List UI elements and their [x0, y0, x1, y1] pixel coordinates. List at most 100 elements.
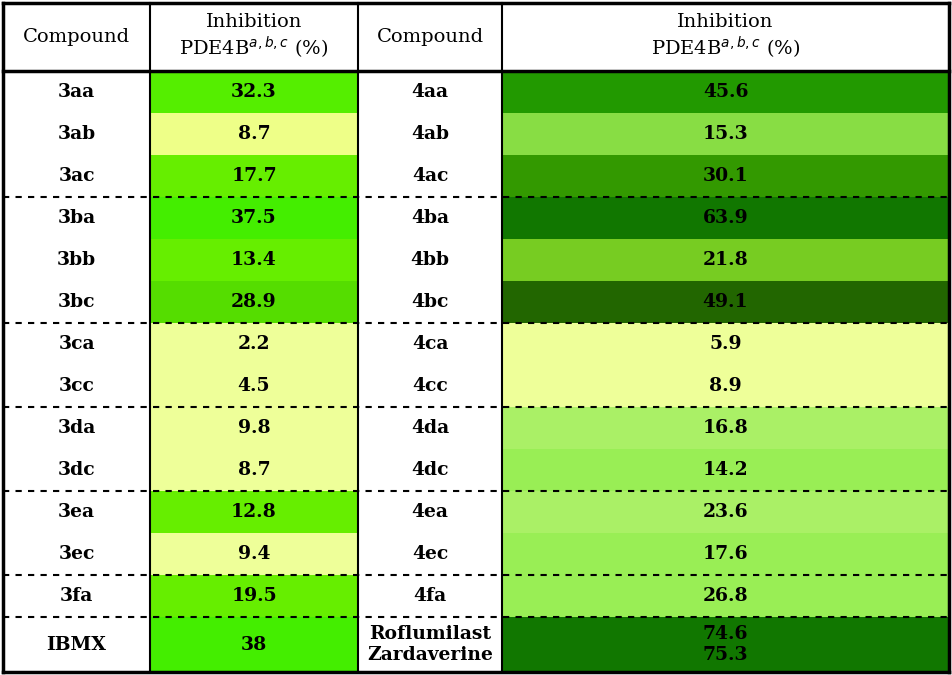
Text: 4cc: 4cc	[412, 377, 447, 395]
Bar	[502, 71, 949, 113]
Text: 3ec: 3ec	[58, 545, 94, 563]
Text: 45.6: 45.6	[703, 83, 748, 101]
Bar	[150, 365, 358, 407]
Text: Compound: Compound	[23, 28, 130, 46]
Bar	[358, 281, 502, 323]
Text: 3fa: 3fa	[60, 587, 93, 605]
Text: 3dc: 3dc	[58, 461, 95, 479]
Bar	[502, 365, 949, 407]
Text: 21.8: 21.8	[703, 251, 748, 269]
Bar	[502, 533, 949, 575]
Text: 3aa: 3aa	[58, 83, 95, 101]
Text: IBMX: IBMX	[47, 635, 107, 653]
Bar	[3, 617, 150, 672]
Text: 4aa: 4aa	[411, 83, 448, 101]
Bar	[502, 197, 949, 239]
Text: Roflumilast
Zardaverine: Roflumilast Zardaverine	[367, 625, 493, 664]
Text: 4dc: 4dc	[411, 461, 448, 479]
Text: 4ca: 4ca	[412, 335, 448, 353]
Bar	[358, 407, 502, 449]
Text: 3da: 3da	[57, 419, 95, 437]
Bar	[3, 533, 150, 575]
Text: 4ec: 4ec	[412, 545, 448, 563]
Text: 8.7: 8.7	[238, 125, 270, 143]
Text: 32.3: 32.3	[231, 83, 277, 101]
Text: 23.6: 23.6	[703, 503, 748, 521]
Bar	[502, 281, 949, 323]
Bar	[358, 365, 502, 407]
Text: 3ab: 3ab	[57, 125, 95, 143]
Text: 8.9: 8.9	[709, 377, 742, 395]
Text: 30.1: 30.1	[703, 167, 748, 185]
Text: 3ba: 3ba	[57, 209, 95, 227]
Text: 4bb: 4bb	[410, 251, 449, 269]
Bar	[3, 155, 150, 197]
Text: 38: 38	[241, 635, 268, 653]
Bar	[3, 491, 150, 533]
Bar	[358, 71, 502, 113]
Text: 4da: 4da	[411, 419, 449, 437]
Bar	[502, 449, 949, 491]
Bar	[150, 533, 358, 575]
Text: 63.9: 63.9	[703, 209, 748, 227]
Text: 9.8: 9.8	[238, 419, 270, 437]
Text: 3ca: 3ca	[58, 335, 95, 353]
Bar	[358, 239, 502, 281]
Text: 4ba: 4ba	[411, 209, 449, 227]
Bar	[502, 323, 949, 365]
Text: 49.1: 49.1	[703, 293, 748, 311]
Bar	[502, 617, 949, 672]
Bar	[150, 281, 358, 323]
Bar	[3, 323, 150, 365]
Bar	[150, 239, 358, 281]
Text: 17.6: 17.6	[703, 545, 748, 563]
Text: 8.7: 8.7	[238, 461, 270, 479]
Bar	[358, 617, 502, 672]
Bar	[150, 323, 358, 365]
Text: 4fa: 4fa	[413, 587, 446, 605]
Bar	[150, 449, 358, 491]
Bar	[502, 407, 949, 449]
Text: 3cc: 3cc	[59, 377, 94, 395]
Bar	[3, 407, 150, 449]
Bar	[150, 575, 358, 617]
Bar	[358, 449, 502, 491]
Text: 13.4: 13.4	[231, 251, 277, 269]
Bar	[502, 155, 949, 197]
Bar	[502, 113, 949, 155]
Bar	[358, 155, 502, 197]
Text: 4.5: 4.5	[238, 377, 270, 395]
Text: 28.9: 28.9	[231, 293, 277, 311]
Bar	[3, 71, 150, 113]
Bar	[502, 491, 949, 533]
Text: Inhibition
PDE4B$^{a,b,c}$ (%): Inhibition PDE4B$^{a,b,c}$ (%)	[651, 13, 801, 61]
Bar	[358, 323, 502, 365]
Bar	[358, 491, 502, 533]
Text: 16.8: 16.8	[703, 419, 748, 437]
Bar	[150, 617, 358, 672]
Bar	[150, 113, 358, 155]
Bar	[3, 449, 150, 491]
Bar	[150, 197, 358, 239]
Bar	[3, 575, 150, 617]
Text: 15.3: 15.3	[703, 125, 748, 143]
Text: 26.8: 26.8	[703, 587, 748, 605]
Bar	[150, 491, 358, 533]
Bar	[358, 113, 502, 155]
Bar	[502, 239, 949, 281]
Bar	[358, 533, 502, 575]
Text: 3bc: 3bc	[58, 293, 95, 311]
Text: 3ac: 3ac	[58, 167, 95, 185]
Text: 5.9: 5.9	[709, 335, 742, 353]
Text: Inhibition
PDE4B$^{a,b,c}$ (%): Inhibition PDE4B$^{a,b,c}$ (%)	[179, 13, 328, 61]
Text: 37.5: 37.5	[231, 209, 277, 227]
Bar	[3, 365, 150, 407]
Text: 9.4: 9.4	[238, 545, 270, 563]
Text: 4bc: 4bc	[411, 293, 448, 311]
Text: 4ea: 4ea	[411, 503, 448, 521]
Text: 12.8: 12.8	[231, 503, 277, 521]
Text: 3ea: 3ea	[58, 503, 95, 521]
Text: 14.2: 14.2	[703, 461, 748, 479]
Text: 4ab: 4ab	[411, 125, 449, 143]
Bar	[3, 113, 150, 155]
